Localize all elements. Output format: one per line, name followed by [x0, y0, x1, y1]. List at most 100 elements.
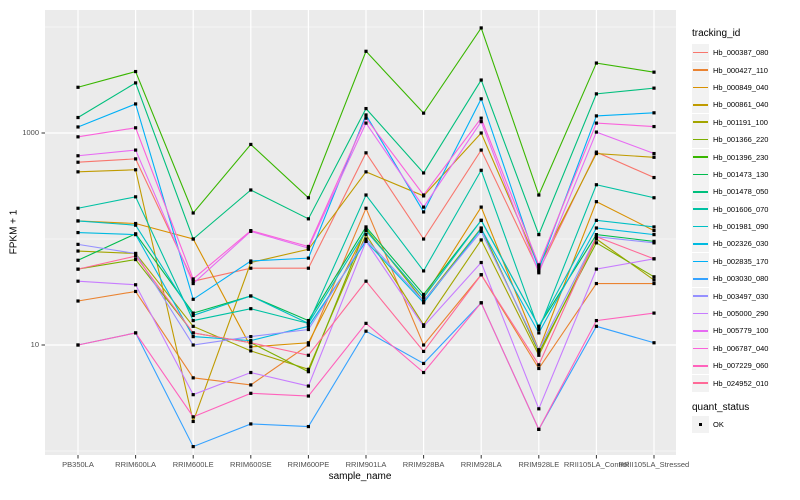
data-point: [479, 26, 483, 30]
legend-item-Hb_001981_090: Hb_001981_090: [692, 218, 800, 236]
legend-item-Hb_003030_080: Hb_003030_080: [692, 270, 800, 288]
data-point: [306, 394, 310, 398]
data-point: [594, 324, 598, 328]
x-tick-label: RRIM928LE: [518, 460, 560, 469]
data-point: [134, 331, 138, 335]
legend-item-Hb_005779_100: Hb_005779_100: [692, 322, 800, 340]
series-color-swatch: [693, 208, 708, 210]
legend-item-Hb_003497_030: Hb_003497_030: [692, 287, 800, 305]
y-tick-label: 10: [30, 340, 39, 349]
legend-key-line-icon: [692, 113, 709, 131]
legend-items: Hb_000387_080 Hb_000427_110 Hb_000849_040 H…: [692, 44, 800, 392]
data-point: [249, 142, 253, 147]
data-point: [76, 258, 80, 262]
data-point: [76, 299, 80, 303]
data-point: [249, 339, 253, 343]
legend-label: Hb_000427_110: [713, 65, 768, 75]
data-point: [594, 233, 598, 237]
legend-key-line-icon: [692, 61, 709, 79]
data-point: [306, 321, 310, 325]
series-color-swatch: [693, 243, 708, 245]
data-point: [652, 225, 656, 229]
data-point: [537, 327, 541, 332]
legend-label: Hb_001366_220: [713, 135, 769, 145]
data-point: [422, 210, 426, 214]
legend-item-Hb_005000_290: Hb_005000_290: [692, 305, 800, 323]
series-color-swatch: [693, 277, 708, 280]
data-point: [76, 267, 80, 271]
data-point: [306, 327, 310, 332]
data-point: [479, 116, 483, 120]
legend-key-line-icon: [692, 78, 709, 96]
data-point: [479, 260, 483, 265]
data-point: [76, 115, 80, 120]
data-point: [191, 279, 195, 283]
legend-item-Hb_001396_230: Hb_001396_230: [692, 148, 800, 166]
legend-key-line-icon: [692, 374, 709, 392]
data-point: [594, 318, 598, 323]
data-point: [652, 278, 656, 282]
data-point: [134, 283, 138, 287]
data-point: [134, 289, 138, 294]
data-point: [306, 324, 310, 328]
legend-title-quant-status: quant_status: [692, 401, 750, 413]
data-point: [76, 230, 80, 235]
data-point: [594, 183, 598, 187]
data-point: [76, 135, 80, 139]
legend-label: Hb_005000_290: [713, 309, 769, 319]
data-point: [306, 343, 310, 347]
data-point: [191, 393, 195, 397]
series-color-swatch: [693, 51, 708, 54]
data-point: [191, 297, 195, 301]
data-point: [479, 120, 483, 124]
data-point: [249, 370, 253, 375]
data-point: [422, 349, 426, 354]
legend-item-Hb_000849_040: Hb_000849_040: [692, 78, 800, 96]
legend-item-Hb_001606_070: Hb_001606_070: [692, 200, 800, 218]
data-point: [76, 125, 80, 129]
data-point: [191, 343, 195, 347]
data-point: [537, 263, 541, 267]
data-point: [479, 273, 483, 277]
data-point: [249, 266, 253, 270]
series-color-swatch: [693, 173, 708, 176]
legend-item-Hb_000387_080: Hb_000387_080: [692, 44, 800, 62]
legend-label: Hb_003497_030: [713, 291, 769, 301]
data-point: [422, 193, 426, 197]
data-point: [364, 206, 368, 210]
data-point: [191, 419, 195, 424]
data-point: [76, 154, 80, 158]
x-tick-label: RRII105LA_Stressed: [618, 460, 690, 469]
data-point: [652, 124, 656, 129]
data-point: [594, 151, 598, 156]
legend-title-tracking-id: tracking_id: [692, 28, 741, 39]
data-point: [479, 78, 483, 82]
data-point: [364, 193, 368, 197]
series-color-swatch: [693, 86, 708, 89]
legend-item-Hb_001366_220: Hb_001366_220: [692, 131, 800, 149]
x-tick-label: RRIM600LA: [115, 460, 157, 469]
legend-label: Hb_000861_040: [713, 100, 769, 110]
data-point: [249, 349, 253, 353]
data-point: [364, 329, 368, 333]
legend-key-line-icon: [692, 357, 709, 375]
data-point: [134, 233, 138, 237]
data-point: [364, 237, 368, 241]
data-point: [479, 148, 483, 152]
legend-item-Hb_002835_170: Hb_002835_170: [692, 252, 800, 270]
data-point: [537, 264, 541, 269]
data-point: [479, 229, 483, 233]
data-point: [422, 299, 426, 303]
data-point: [134, 195, 138, 199]
legend-label: Hb_002835_170: [713, 256, 769, 266]
legend-label: Hb_001478_050: [713, 187, 769, 197]
data-point: [191, 335, 195, 339]
legend-item-ok: OK: [692, 416, 800, 433]
data-point: [422, 111, 426, 115]
data-point: [76, 249, 80, 253]
data-point: [652, 196, 656, 200]
data-point: [652, 86, 656, 90]
data-point: [76, 160, 80, 164]
data-point: [364, 233, 368, 237]
